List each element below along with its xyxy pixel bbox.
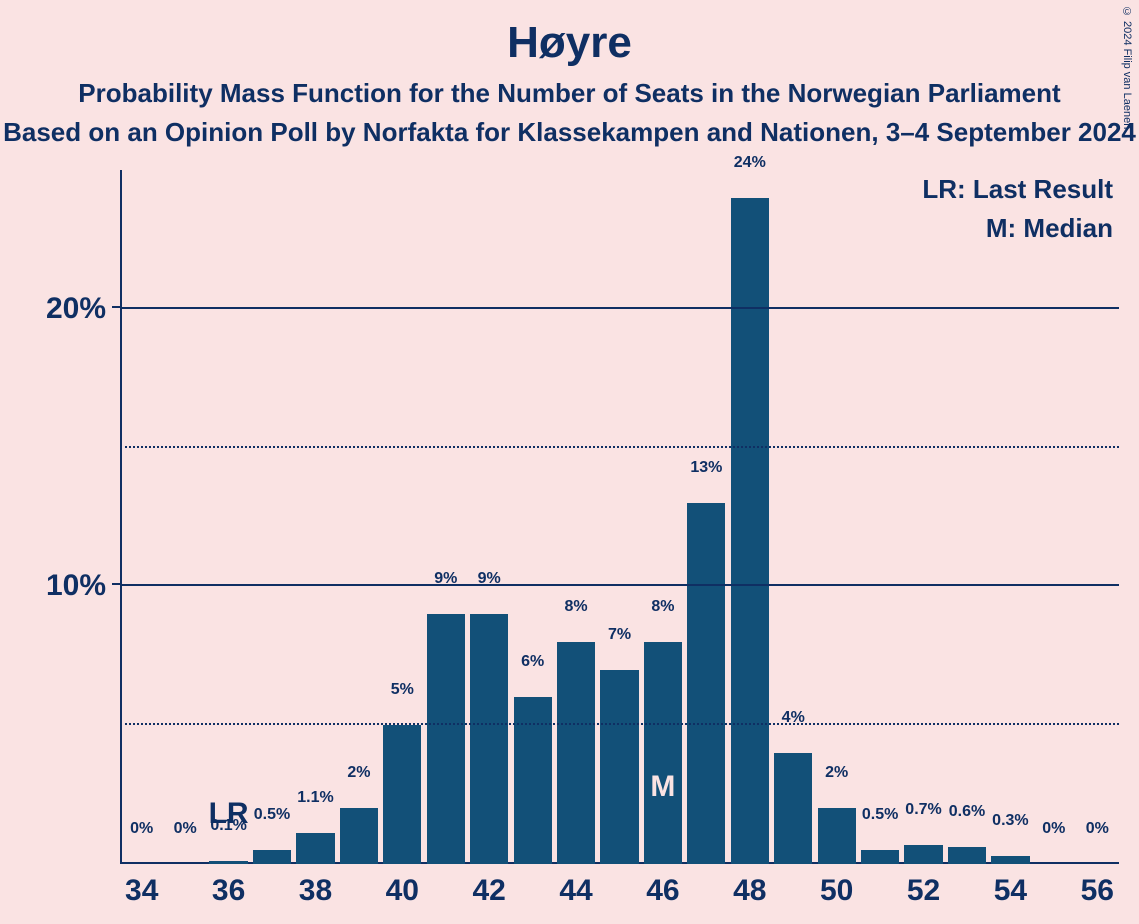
bar — [948, 847, 986, 864]
grid-major — [120, 307, 1119, 309]
x-tick-label: 38 — [299, 864, 332, 908]
y-tick-label: 20% — [46, 292, 120, 326]
chart-subtitle-1: Probability Mass Function for the Number… — [0, 68, 1139, 109]
x-tick-label: 36 — [212, 864, 245, 908]
bar-value-label: 0.7% — [905, 801, 941, 823]
y-tick-mark — [112, 583, 120, 585]
bar — [557, 642, 595, 864]
bars-container: 0%0%0.1%0.5%1.1%2%5%9%9%6%8%7%8%13%24%4%… — [120, 170, 1119, 864]
bar — [340, 808, 378, 864]
bar — [861, 850, 899, 864]
annotation-lr: LR — [209, 797, 249, 831]
bar — [904, 845, 942, 864]
bar-value-label: 9% — [478, 570, 501, 592]
x-tick-label: 40 — [386, 864, 419, 908]
bar-value-label: 0% — [174, 820, 197, 842]
x-tick-label: 46 — [646, 864, 679, 908]
bar — [253, 850, 291, 864]
bar-value-label: 0% — [1086, 820, 1109, 842]
bar-value-label: 2% — [825, 764, 848, 786]
bar-value-label: 0.6% — [949, 803, 985, 825]
bar — [818, 808, 856, 864]
x-tick-label: 34 — [125, 864, 158, 908]
bar — [600, 670, 638, 864]
bar-value-label: 0.5% — [254, 806, 290, 828]
plot-area: 0%0%0.1%0.5%1.1%2%5%9%9%6%8%7%8%13%24%4%… — [120, 170, 1119, 864]
grid-minor — [120, 446, 1119, 448]
bar-value-label: 4% — [782, 709, 805, 731]
annotation-median: M — [650, 770, 675, 804]
x-tick-label: 56 — [1081, 864, 1114, 908]
bar — [774, 753, 812, 864]
chart-area: 0%0%0.1%0.5%1.1%2%5%9%9%6%8%7%8%13%24%4%… — [0, 150, 1139, 924]
y-tick-mark — [112, 306, 120, 308]
copyright-text: © 2024 Filip van Laenen — [1121, 6, 1133, 129]
bar — [644, 642, 682, 864]
bar-value-label: 0.3% — [992, 812, 1028, 834]
bar-value-label: 8% — [565, 598, 588, 620]
y-tick-label: 10% — [46, 569, 120, 603]
bar — [383, 725, 421, 864]
bar — [991, 856, 1029, 864]
bar-value-label: 0% — [1042, 820, 1065, 842]
bar-value-label: 5% — [391, 681, 414, 703]
bar-value-label: 24% — [734, 154, 766, 176]
grid-major — [120, 584, 1119, 586]
bar-value-label: 7% — [608, 626, 631, 648]
bar-value-label: 0% — [130, 820, 153, 842]
bar-value-label: 0.5% — [862, 806, 898, 828]
legend-lr: LR: Last Result — [922, 170, 1113, 209]
bar-value-label: 1.1% — [297, 789, 333, 811]
chart-title: Høyre — [0, 0, 1139, 68]
bar — [296, 833, 334, 864]
x-tick-label: 48 — [733, 864, 766, 908]
grid-minor — [120, 723, 1119, 725]
x-tick-label: 44 — [559, 864, 592, 908]
bar-value-label: 9% — [434, 570, 457, 592]
bar-value-label: 8% — [651, 598, 674, 620]
bar — [687, 503, 725, 864]
bar — [427, 614, 465, 864]
x-tick-label: 54 — [994, 864, 1027, 908]
bar — [731, 198, 769, 864]
legend-m: M: Median — [922, 209, 1113, 248]
bar-value-label: 2% — [347, 764, 370, 786]
x-tick-label: 50 — [820, 864, 853, 908]
chart-subtitle-2: Based on an Opinion Poll by Norfakta for… — [0, 109, 1139, 148]
bar — [470, 614, 508, 864]
x-tick-label: 52 — [907, 864, 940, 908]
bar-value-label: 13% — [690, 459, 722, 481]
bar-value-label: 6% — [521, 653, 544, 675]
legend: LR: Last Result M: Median — [922, 170, 1113, 248]
x-tick-label: 42 — [473, 864, 506, 908]
